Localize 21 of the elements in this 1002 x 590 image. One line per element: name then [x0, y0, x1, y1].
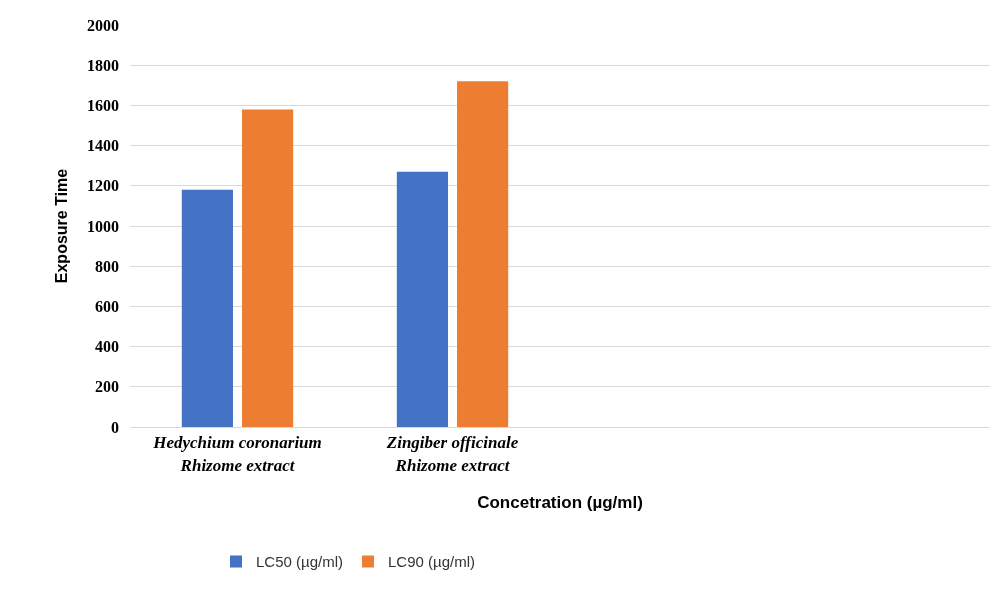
y-tick-label: 400: [95, 338, 119, 356]
y-tick-label: 1600: [87, 97, 119, 114]
bar: [457, 81, 509, 427]
y-tick-label: 800: [95, 257, 119, 275]
legend-label: LC50 (µg/ml): [256, 553, 343, 571]
y-tick-label: 1400: [87, 137, 119, 155]
y-axis-title: Exposure Time: [52, 168, 70, 284]
y-tick-label: 1200: [87, 177, 119, 195]
x-tick-label: Hedychium coronarium Rhizome extract: [152, 433, 322, 475]
y-tick-label: 1800: [87, 56, 119, 74]
x-axis-title: Concetration (µg/ml): [477, 492, 643, 512]
bar: [242, 109, 294, 427]
bar: [396, 171, 448, 427]
legend-label: LC90 (µg/ml): [388, 553, 475, 571]
y-tick-label: 2000: [87, 16, 119, 34]
y-tick-label: 200: [95, 378, 119, 396]
y-tick-label: 1000: [87, 217, 119, 235]
y-tick-label: 600: [95, 298, 119, 315]
x-tick-label: Zingiber officinale Rhizome extract: [385, 433, 519, 475]
bar: [181, 189, 233, 427]
y-tick-label: 0: [111, 418, 119, 436]
